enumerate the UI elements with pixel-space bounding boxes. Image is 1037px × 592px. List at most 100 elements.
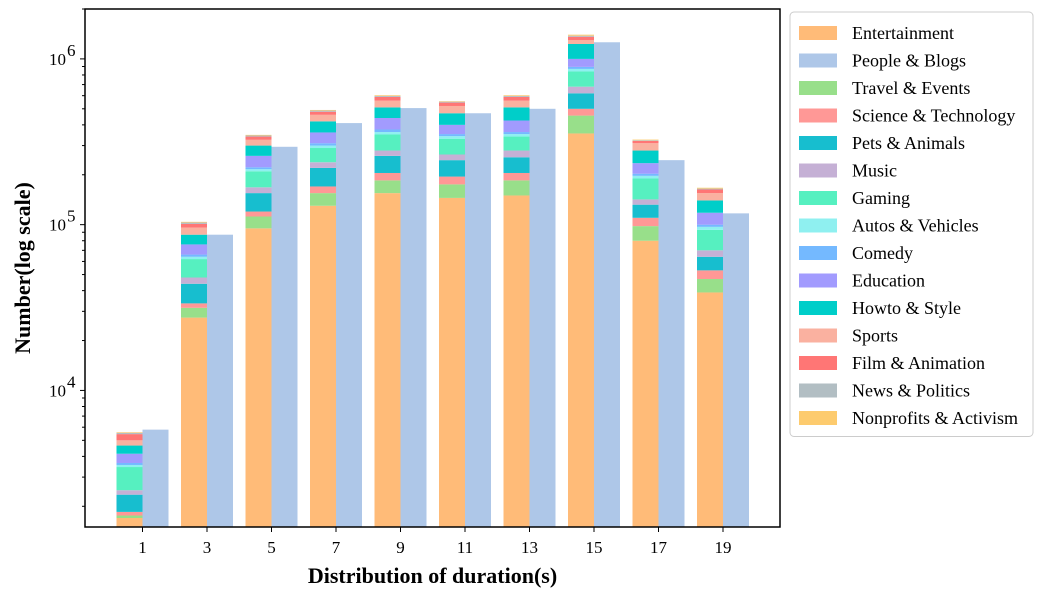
stack-bar-segment xyxy=(374,180,401,194)
stack-bar-segment xyxy=(697,250,723,257)
stack-bar-segment xyxy=(697,224,723,227)
stack-bar-segment xyxy=(568,86,594,94)
x-tick-label: 3 xyxy=(203,538,212,557)
stack-bar-segment xyxy=(697,189,723,194)
total-bar xyxy=(271,146,298,527)
legend-swatch xyxy=(799,411,837,425)
stack-bar-segment xyxy=(439,138,465,155)
total-bar xyxy=(142,429,169,527)
stack-bar-segment xyxy=(181,303,207,308)
stack-bar-segment xyxy=(310,121,336,133)
stack-bar-segment xyxy=(503,120,530,133)
stack-bar-segment xyxy=(116,453,143,463)
stack-bar-segment xyxy=(116,440,143,446)
stack-bar-segment xyxy=(632,173,659,176)
stack-bar-segment xyxy=(632,175,659,179)
stack-bar-segment xyxy=(503,107,530,121)
y-tick-label: 10 xyxy=(49,381,66,400)
legend-label: Music xyxy=(852,161,897,181)
stack-bar-segment xyxy=(697,212,723,225)
stack-bar-segment xyxy=(245,134,272,136)
legend-swatch xyxy=(799,383,837,398)
legend-label: People & Blogs xyxy=(852,51,966,71)
stack-bar-segment xyxy=(116,432,143,433)
stack-bar-segment xyxy=(697,188,723,190)
y-tick-label: 10 xyxy=(49,50,66,69)
stack-bar-segment xyxy=(632,150,659,164)
stack-bar-segment xyxy=(568,58,594,67)
stack-bar-segment xyxy=(181,223,207,228)
stack-bar-segment xyxy=(374,95,401,97)
stack-bar-segment xyxy=(632,226,659,241)
stack-bar-segment xyxy=(310,143,336,146)
legend-swatch xyxy=(799,191,837,205)
stack-bar-segment xyxy=(310,132,336,144)
stack-bar-segment xyxy=(181,256,207,260)
legend-label: Sports xyxy=(852,326,898,346)
stack-bar-segment xyxy=(632,140,659,144)
legend-label: Nonprofits & Activism xyxy=(852,408,1018,428)
stack-bar-segment xyxy=(632,143,659,151)
stack-bar-segment xyxy=(632,217,659,227)
stack-bar-segment xyxy=(439,101,465,103)
stack-bar-segment xyxy=(568,36,594,41)
stack-bar-segment xyxy=(374,134,401,151)
stack-bar-segment xyxy=(632,204,659,218)
total-bar xyxy=(723,213,749,528)
stack-bar-segment xyxy=(374,132,401,135)
stack-bar-segment xyxy=(568,71,594,87)
stack-bar-segment xyxy=(245,167,272,170)
x-tick-label: 11 xyxy=(457,538,473,557)
legend-label: Comedy xyxy=(852,243,913,263)
stack-bar-segment xyxy=(374,172,401,181)
legend-label: News & Politics xyxy=(852,381,970,401)
stack-bar-segment xyxy=(439,154,465,161)
stack-bar-segment xyxy=(568,66,594,69)
stack-bar-segment xyxy=(439,102,465,106)
stack-bar-segment xyxy=(181,307,207,318)
legend-swatch xyxy=(799,356,837,370)
legend: Entertainment People & Blogs Travel & Even… xyxy=(789,11,1034,437)
stack-bar-segment xyxy=(439,176,465,185)
stack-bar-segment xyxy=(568,34,594,36)
stack-bar-segment xyxy=(245,187,272,194)
stack-bar-segment xyxy=(568,115,594,134)
stack-bar-segment xyxy=(503,100,530,108)
stack-bar-segment xyxy=(632,163,659,174)
stack-bar-segment xyxy=(310,167,336,187)
stack-bar-segment xyxy=(568,133,594,527)
x-tick-label: 1 xyxy=(138,538,147,557)
stack-bar-segment xyxy=(568,35,594,37)
stack-bar-segment xyxy=(181,283,207,304)
x-axis: 1 3 5 7 9 11 13 15 17 19 xyxy=(138,527,732,557)
stack-bar-segment xyxy=(697,229,723,251)
legend-swatch xyxy=(799,81,837,95)
legend-swatch xyxy=(799,136,837,150)
stack-bar-segment xyxy=(245,135,272,137)
stack-bar-segment xyxy=(245,139,272,146)
stack-bar-segment xyxy=(439,124,465,135)
stack-bar-segment xyxy=(503,132,530,135)
x-tick-label: 19 xyxy=(715,538,732,557)
legend-swatch xyxy=(799,273,837,288)
stack-bar-segment xyxy=(503,95,530,97)
legend-label: Education xyxy=(852,271,925,291)
y-tick-exponent: 4 xyxy=(67,372,76,391)
legend-label: Howto & Style xyxy=(852,298,961,318)
stack-bar-segment xyxy=(245,136,272,140)
stack-bar-segment xyxy=(310,114,336,122)
stack-bar-segment xyxy=(568,40,594,44)
stack-bar-segment xyxy=(116,432,143,435)
stack-bar-segment xyxy=(310,145,336,149)
stack-bar-segment xyxy=(245,216,272,229)
stack-bar-segment xyxy=(503,136,530,151)
stack-bar-segment xyxy=(568,108,594,116)
stack-bar-segment xyxy=(374,96,401,101)
stack-bar-segment xyxy=(116,464,143,468)
y-tick-label: 10 xyxy=(49,216,66,235)
bars-layer xyxy=(116,34,749,528)
total-bar xyxy=(465,113,491,527)
stack-bar-segment xyxy=(503,172,530,181)
stack-bar-segment xyxy=(245,155,272,168)
